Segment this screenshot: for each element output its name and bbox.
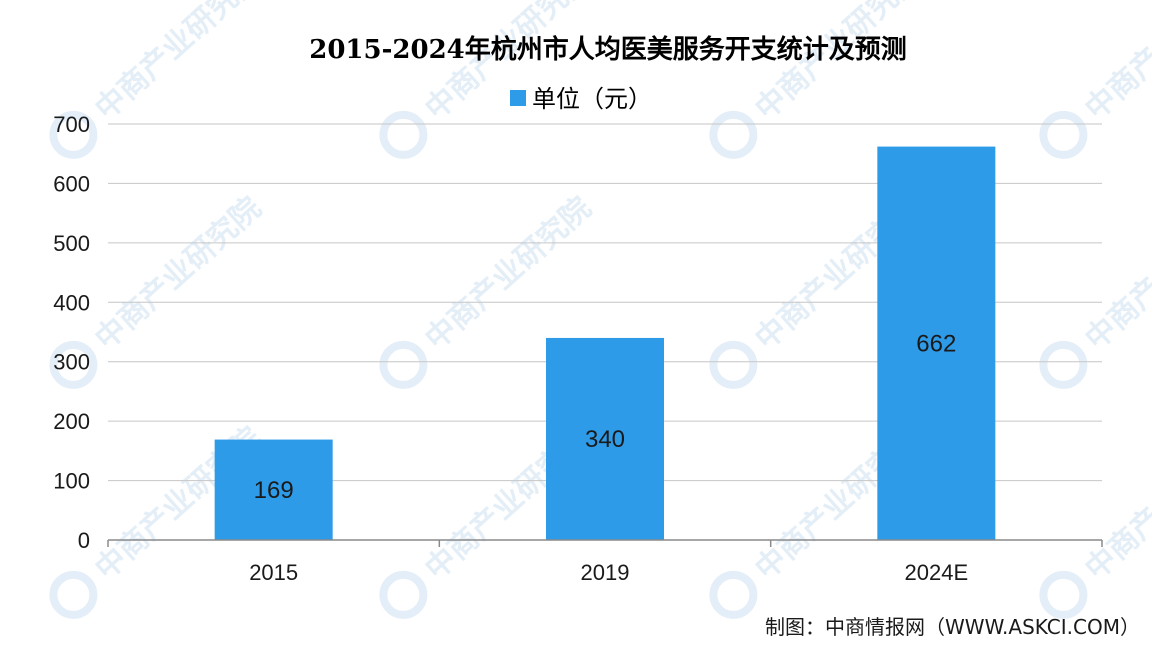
- watermark: 中商产业研究院: [1039, 420, 1152, 619]
- axes: 2015 2019 2024E: [107, 539, 1103, 585]
- y-tick-label: 600: [53, 171, 90, 196]
- legend-swatch: [510, 90, 526, 106]
- watermark-text: 中商产业研究院: [1079, 420, 1152, 587]
- watermark: 中商产业研究院: [1039, 0, 1152, 159]
- source-note: 制图：中商情报网（WWW.ASKCI.COM）: [765, 615, 1140, 639]
- bars: 169 340 662: [214, 146, 996, 540]
- watermark: 中商产业研究院: [709, 0, 928, 159]
- y-tick-label: 300: [53, 350, 90, 375]
- watermark-text: 中商产业研究院: [89, 190, 268, 357]
- watermark-text: 中商产业研究院: [1079, 0, 1152, 127]
- x-tick-label: 2015: [249, 560, 298, 585]
- watermark-text: 中商产业研究院: [419, 190, 598, 357]
- data-label: 662: [916, 330, 956, 357]
- x-tick-label: 2019: [581, 560, 630, 585]
- bar-2015: [214, 439, 333, 540]
- y-tick-label: 400: [53, 290, 90, 315]
- chart-title: 2015-2024年杭州市人均医美服务开支统计及预测: [309, 34, 907, 65]
- watermark-text: 中商产业研究院: [1079, 190, 1152, 357]
- legend-label: 单位（元）: [532, 85, 652, 113]
- watermark: 中商产业研究院: [49, 0, 268, 159]
- y-tick-label: 500: [53, 231, 90, 256]
- bar-2024E: [877, 146, 996, 540]
- watermark: 中商产业研究院: [379, 0, 598, 159]
- y-tick-label: 100: [53, 469, 90, 494]
- watermark-text: 中商产业研究院: [89, 0, 268, 127]
- data-label: 340: [585, 426, 625, 453]
- y-tick-label: 700: [53, 112, 90, 137]
- data-label: 169: [254, 477, 294, 504]
- x-tick-label: 2024E: [905, 560, 969, 585]
- y-tick-label: 200: [53, 409, 90, 434]
- y-tick-label: 0: [78, 528, 90, 553]
- legend: 单位（元）: [510, 85, 652, 113]
- bar-2019: [546, 337, 664, 540]
